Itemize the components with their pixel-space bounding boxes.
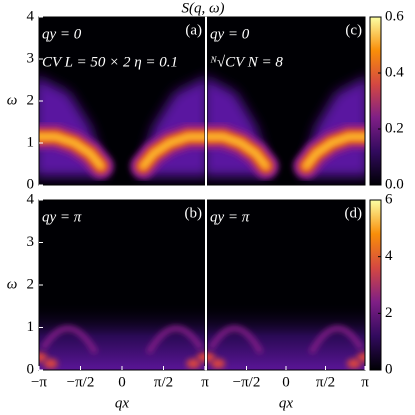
- y-tick-label: 3: [27, 234, 35, 250]
- x-tick-label: 0: [118, 374, 126, 390]
- x-axis-label: qx: [115, 395, 130, 411]
- heatmap-band: [207, 135, 268, 168]
- colorbar: [369, 199, 382, 371]
- heatmap: [207, 17, 365, 185]
- heatmap-band: [141, 135, 205, 168]
- panel-tag: (b): [185, 205, 203, 221]
- y-tick-label: 3: [27, 50, 35, 66]
- colorbar: [369, 16, 382, 186]
- heatmap-spot: [196, 352, 205, 363]
- panel-note: CV L = 50 × 2 η = 0.1: [42, 54, 178, 70]
- panel-tag: (a): [185, 22, 202, 38]
- y-axis-label: ω: [7, 276, 18, 292]
- y-tick-label: 2: [27, 276, 35, 292]
- panel-tag: (c): [345, 22, 362, 38]
- heatmap-spot: [211, 358, 226, 369]
- x-tick-label: π: [201, 374, 209, 390]
- panel-annotation: qy = 0: [210, 26, 250, 42]
- colorbar-tick-label: 0.2: [385, 120, 404, 136]
- chart-title: S(q, ω): [181, 0, 224, 16]
- heatmap-spot: [186, 358, 201, 369]
- y-tick-label: 4: [27, 8, 35, 24]
- colorbar-tick-label: 0.4: [385, 64, 404, 80]
- heatmap: [207, 200, 365, 370]
- colorbar-tick-label: 0.0: [385, 176, 404, 192]
- x-tick-label: π/2: [154, 374, 173, 390]
- x-tick-label: −π/2: [233, 374, 261, 390]
- x-tick-label: π/2: [316, 374, 335, 390]
- heatmap-arc: [40, 325, 99, 355]
- heatmap-band: [304, 135, 365, 168]
- heatmap-arc: [145, 325, 204, 355]
- colorbar-tick-label: 2: [385, 305, 393, 321]
- x-tick-label: 0: [282, 374, 290, 390]
- heatmap-arc: [308, 325, 365, 355]
- panel-annotation: qy = π: [210, 209, 250, 225]
- heatmap-glow: [39, 302, 205, 370]
- heatmap-arc: [207, 325, 264, 355]
- heatmap-spot: [356, 352, 365, 363]
- y-tick-label: 2: [27, 92, 35, 108]
- x-tick-label: −π: [31, 374, 47, 390]
- y-tick-label: 4: [27, 191, 35, 207]
- colorbar-tick-label: 4: [385, 248, 393, 264]
- x-tick-label: −π/2: [67, 374, 95, 390]
- heatmap-spot: [39, 352, 48, 363]
- panel-annotation: qy = 0: [42, 26, 82, 42]
- heatmap: [39, 200, 205, 370]
- panel-tag: (d): [345, 205, 363, 221]
- x-axis-label: qx: [279, 395, 294, 411]
- heatmap-band: [39, 135, 103, 168]
- heatmap-spot: [43, 358, 58, 369]
- heatmap-spot: [346, 358, 361, 369]
- colorbar-tick-label: 0.6: [385, 8, 404, 24]
- x-tick-label: π: [361, 374, 369, 390]
- colorbar-tick-label: 0: [385, 361, 393, 377]
- y-tick-label: 0: [27, 176, 35, 192]
- y-tick-label: 0: [27, 361, 35, 377]
- y-tick-label: 1: [27, 319, 35, 335]
- panel-annotation: qy = π: [42, 209, 82, 225]
- y-axis-label: ω: [7, 92, 18, 108]
- heatmap-spot: [207, 352, 216, 363]
- heatmap: [39, 17, 205, 185]
- y-tick-label: 1: [27, 134, 35, 150]
- heatmap-glow: [207, 302, 365, 370]
- colorbar-tick-label: 6: [385, 191, 393, 207]
- panel-note: ᴺ√CV N = 8: [210, 54, 283, 70]
